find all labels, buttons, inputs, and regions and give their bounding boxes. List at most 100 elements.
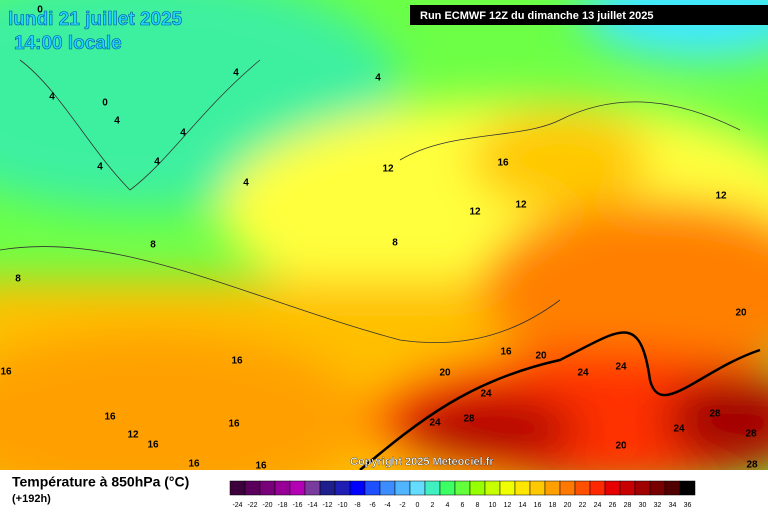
colorbar-tick-label: -14 <box>307 502 317 509</box>
colorbar-tick-label: 6 <box>461 502 465 509</box>
contour-label: 12 <box>715 191 727 202</box>
colorbar-swatch <box>259 480 276 496</box>
contour-label: 4 <box>49 92 55 103</box>
colorbar-swatch <box>664 480 681 496</box>
colorbar-swatch <box>244 480 261 496</box>
colorbar-swatch <box>334 480 351 496</box>
colorbar-swatch <box>544 480 561 496</box>
colorbar-swatch <box>319 480 336 496</box>
colorbar-swatch <box>679 480 696 496</box>
run-banner <box>410 5 768 25</box>
colorbar-tick-label: -8 <box>354 502 360 509</box>
copyright: Copyright 2025 Meteociel.fr <box>350 456 494 468</box>
colorbar-tick-label: -4 <box>384 502 390 509</box>
contour-label: 12 <box>127 430 139 441</box>
colorbar-tick-label: 2 <box>431 502 435 509</box>
colorbar-tick-label: 32 <box>654 502 662 509</box>
contour-label: 24 <box>429 418 441 429</box>
colorbar-swatch <box>439 480 456 496</box>
contour-label: 28 <box>709 409 721 420</box>
colorbar-tick-label: -16 <box>292 502 302 509</box>
contour-label: 4 <box>180 128 186 139</box>
colorbar-tick-label: -12 <box>322 502 332 509</box>
colorbar-tick-label: -2 <box>399 502 405 509</box>
contour-label: 8 <box>15 274 21 285</box>
colorbar-tick-label: -24 <box>232 502 242 509</box>
contour-label: 4 <box>114 116 120 127</box>
contour-label: 20 <box>535 351 547 362</box>
colorbar-swatch <box>364 480 381 496</box>
colorbar-tick-label: 4 <box>446 502 450 509</box>
colorbar-swatch <box>559 480 576 496</box>
contour-label: 20 <box>615 441 627 452</box>
contour-label: 16 <box>228 419 240 430</box>
colorbar-tick-label: 10 <box>489 502 497 509</box>
contour-label: 16 <box>188 459 200 470</box>
colorbar-tick-label: 28 <box>624 502 632 509</box>
contour-label: 28 <box>463 414 475 425</box>
colorbar-swatch <box>394 480 411 496</box>
contour-label: 16 <box>104 412 116 423</box>
colorbar-swatch <box>349 480 366 496</box>
colorbar-swatch <box>529 480 546 496</box>
colorbar-swatch <box>619 480 636 496</box>
run-label: Run ECMWF 12Z du dimanche 13 juillet 202… <box>420 10 654 22</box>
colorbar-tick-label: 8 <box>476 502 480 509</box>
contour-label: 16 <box>231 356 243 367</box>
coastline <box>0 246 561 343</box>
contour-label: 24 <box>480 389 492 400</box>
contour-label: 0 <box>37 5 43 16</box>
colorbar-swatch <box>604 480 621 496</box>
colorbar-swatch <box>229 480 246 496</box>
colorbar-swatch <box>289 480 306 496</box>
contour-label: 8 <box>150 240 156 251</box>
colorbar-swatch <box>649 480 666 496</box>
colorbar-tick-label: 24 <box>594 502 602 509</box>
colorbar-swatch <box>274 480 291 496</box>
contour-label: 20 <box>439 368 451 379</box>
colorbar-tick-label: 16 <box>534 502 542 509</box>
contour-label: 16 <box>255 461 267 472</box>
colorbar-tick-label: -20 <box>262 502 272 509</box>
contour-label: 16 <box>147 440 159 451</box>
colorbar-swatch <box>514 480 531 496</box>
colorbar-swatch <box>574 480 591 496</box>
contour-label: 12 <box>469 207 481 218</box>
colorbar-tick-label: 18 <box>549 502 557 509</box>
colorbar-tick-label: -6 <box>369 502 375 509</box>
contour-label: 16 <box>497 158 509 169</box>
contour-label: 4 <box>154 157 160 168</box>
colorbar-swatch <box>379 480 396 496</box>
colorbar-swatch <box>484 480 501 496</box>
colorbar-tick-label: 20 <box>564 502 572 509</box>
coastline <box>19 59 261 191</box>
colorbar-tick-label: 22 <box>579 502 587 509</box>
contour-label: 4 <box>243 178 249 189</box>
coastline <box>399 101 741 161</box>
legend-title: Température à 850hPa (°C) <box>12 474 189 490</box>
colorbar-tick-label: 36 <box>684 502 692 509</box>
colorbar-tick-label: -18 <box>277 502 287 509</box>
colorbar-swatch <box>454 480 471 496</box>
colorbar-tick-label: 26 <box>609 502 617 509</box>
colorbar-swatch <box>304 480 321 496</box>
colorbar-tick-label: 0 <box>416 502 420 509</box>
contour-label: 28 <box>746 460 758 471</box>
contour-label: 4 <box>233 68 239 79</box>
contour-label: 0 <box>102 98 108 109</box>
contour-label: 12 <box>515 200 527 211</box>
colorbar-tick-label: 14 <box>519 502 527 509</box>
contour-label: 24 <box>577 368 589 379</box>
colorbar-swatch <box>424 480 441 496</box>
contour-label: 24 <box>673 424 685 435</box>
colorbar-tick-label: 12 <box>504 502 512 509</box>
colorbar-swatch <box>409 480 426 496</box>
contour-label: 8 <box>392 238 398 249</box>
contour-label: 4 <box>97 162 103 173</box>
contour-label: 20 <box>735 308 747 319</box>
colorbar-tick-label: -10 <box>337 502 347 509</box>
contour-label: 28 <box>745 429 757 440</box>
